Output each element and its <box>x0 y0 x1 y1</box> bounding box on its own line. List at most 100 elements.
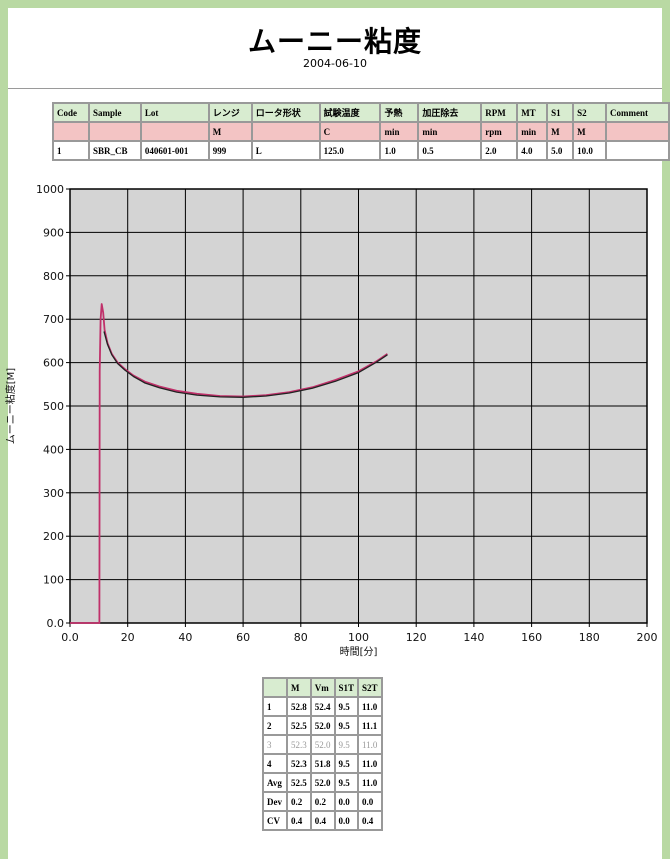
stats-cell: 52.5 <box>286 772 312 793</box>
stats-cell: 52.0 <box>309 772 336 793</box>
y-tick-label: 700 <box>43 313 64 326</box>
stats-row: Avg 52.5 52.0 9.5 11.0 <box>262 772 383 793</box>
params-units-cell: min <box>417 121 483 142</box>
x-tick-label: 120 <box>406 631 427 644</box>
params-headers-cell: MT <box>516 102 549 123</box>
params-units-cell <box>605 121 670 142</box>
params-values-cell: 040601-001 <box>139 140 210 161</box>
x-tick-label: 100 <box>348 631 369 644</box>
stats-cell: 11.0 <box>357 734 383 755</box>
x-axis-label: 時間[分] <box>340 646 378 658</box>
x-tick-label: 160 <box>521 631 542 644</box>
params-units-cell: M <box>546 121 575 142</box>
x-tick-label: 80 <box>294 631 308 644</box>
x-tick-label: 180 <box>579 631 600 644</box>
params-units-cell <box>52 121 90 142</box>
stats-cell: 0.4 <box>286 810 312 831</box>
params-values-cell: 999 <box>207 140 253 161</box>
x-tick-label: 140 <box>463 631 484 644</box>
params-values-cell: 5.0 <box>546 140 575 161</box>
params-units-cell <box>250 121 321 142</box>
params-headers-cell: Code <box>52 102 90 123</box>
report-date: 2004-06-10 <box>303 57 367 70</box>
stats-row: 1 52.8 52.4 9.5 11.0 <box>262 696 383 717</box>
stats-cell: 52.0 <box>309 715 336 736</box>
stats-row-label: 1 <box>262 696 288 717</box>
x-tick-label: 0.0 <box>61 631 79 644</box>
params-values-cell: 1.0 <box>379 140 420 161</box>
stats-row-label: 4 <box>262 753 288 774</box>
stats-row-label: 3 <box>262 734 288 755</box>
stats-cell: 9.5 <box>333 753 359 774</box>
y-tick-label: 300 <box>43 487 64 500</box>
params-units-cell: C <box>318 121 382 142</box>
params-values-cell: SBR_CB <box>87 140 142 161</box>
stats-cell: 0.4 <box>357 810 383 831</box>
stats-row: 3 52.3 52.0 9.5 11.0 <box>262 734 383 755</box>
stats-cell: 0.0 <box>357 791 383 812</box>
x-tick-label: 60 <box>236 631 250 644</box>
stats-cell: 0.2 <box>309 791 336 812</box>
y-tick-label: 600 <box>43 357 64 370</box>
stats-header-cell: S1T <box>333 677 359 698</box>
test-parameters-table: Code Sample Lot レンジ ロータ形状 試験温度 予熱 加圧除去 RPM MT S1 S2… <box>52 102 670 161</box>
stats-cell: 9.5 <box>333 734 359 755</box>
params-headers-cell: S1 <box>546 102 575 123</box>
params-units-cell <box>139 121 210 142</box>
stats-cell: 51.8 <box>309 753 336 774</box>
y-tick-label: 1000 <box>36 183 64 196</box>
stats-cell: 52.8 <box>286 696 312 717</box>
params-values-cell: 125.0 <box>318 140 382 161</box>
x-tick-label: 20 <box>121 631 135 644</box>
stats-header-row: M Vm S1T S2T <box>262 677 383 698</box>
stats-header-cell <box>262 677 288 698</box>
params-headers-cell: 予熱 <box>379 102 420 123</box>
params-headers-cell: Comment <box>605 102 670 123</box>
params-units-cell: min <box>516 121 549 142</box>
y-tick-label: 800 <box>43 270 64 283</box>
params-values-cell: L <box>250 140 321 161</box>
stats-cell: 0.0 <box>333 791 359 812</box>
stats-row: 4 52.3 51.8 9.5 11.0 <box>262 753 383 774</box>
params-headers-cell: Sample <box>87 102 142 123</box>
params-headers-cell: 加圧除去 <box>417 102 483 123</box>
params-headers-cell: Lot <box>139 102 210 123</box>
stats-header-cell: S2T <box>357 677 383 698</box>
stats-header-cell: Vm <box>309 677 336 698</box>
params-values-cell <box>605 140 670 161</box>
params-value-row: 1 SBR_CB 040601-001 999 L 125.0 1.0 0.5 2.0 4.0 5.… <box>52 140 670 161</box>
x-tick-label: 40 <box>178 631 192 644</box>
stats-cell: 52.4 <box>309 696 336 717</box>
stats-row: Dev 0.2 0.2 0.0 0.0 <box>262 791 383 812</box>
stats-row: 2 52.5 52.0 9.5 11.1 <box>262 715 383 736</box>
stats-row-label: CV <box>262 810 288 831</box>
stats-cell: 0.2 <box>286 791 312 812</box>
stats-cell: 0.4 <box>309 810 336 831</box>
y-tick-label: 500 <box>43 400 64 413</box>
stats-row-label: Avg <box>262 772 288 793</box>
params-headers-cell: ロータ形状 <box>250 102 321 123</box>
stats-row: CV 0.4 0.4 0.0 0.4 <box>262 810 383 831</box>
stats-row-label: Dev <box>262 791 288 812</box>
report-header: ムーニー粘度 2004-06-10 <box>8 8 662 89</box>
stats-cell: 52.0 <box>309 734 336 755</box>
params-values-cell: 1 <box>52 140 90 161</box>
stats-cell: 52.3 <box>286 734 312 755</box>
stats-row-label: 2 <box>262 715 288 736</box>
y-axis-label: ムーニー粘度[M] <box>4 368 17 445</box>
stats-header-cell: M <box>286 677 312 698</box>
stats-cell: 52.5 <box>286 715 312 736</box>
params-values-cell: 0.5 <box>417 140 483 161</box>
stats-cell: 9.5 <box>333 772 359 793</box>
params-units-cell: M <box>207 121 253 142</box>
params-units-cell <box>87 121 142 142</box>
y-tick-label: 0.0 <box>47 617 65 630</box>
params-values-cell: 4.0 <box>516 140 549 161</box>
stats-cell: 52.3 <box>286 753 312 774</box>
y-tick-label: 100 <box>43 574 64 587</box>
y-tick-label: 900 <box>43 226 64 239</box>
stats-cell: 9.5 <box>333 696 359 717</box>
stats-cell: 0.0 <box>333 810 359 831</box>
